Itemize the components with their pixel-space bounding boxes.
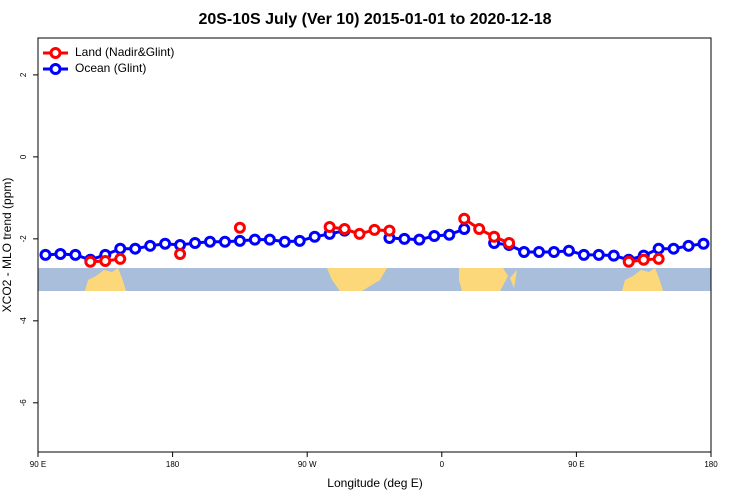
legend-marker	[49, 63, 62, 75]
land-shape	[459, 268, 517, 291]
point	[667, 242, 680, 255]
point	[562, 244, 575, 257]
y-tick-label: 0	[19, 154, 28, 159]
x-axis-label: Longitude (deg E)	[327, 476, 422, 490]
point	[278, 235, 291, 248]
point	[637, 253, 650, 266]
point	[174, 248, 187, 261]
land-shape	[622, 268, 663, 291]
point	[189, 236, 202, 249]
point	[473, 223, 486, 236]
y-tick-label: -6	[19, 399, 28, 407]
y-tick-label: -2	[19, 235, 28, 243]
point	[607, 249, 620, 262]
land-shape	[85, 268, 126, 291]
point	[323, 220, 336, 233]
point	[592, 248, 605, 261]
point	[114, 252, 127, 265]
y-tick-label: -4	[19, 317, 28, 325]
point	[577, 248, 590, 261]
point	[84, 255, 97, 268]
point	[682, 239, 695, 252]
point	[338, 223, 351, 236]
legend-label: Ocean (Glint)	[75, 61, 146, 75]
point	[39, 248, 52, 261]
x-tick-label: 180	[704, 460, 718, 469]
point	[263, 233, 276, 246]
point	[503, 236, 516, 249]
point	[547, 245, 560, 258]
point	[518, 245, 531, 258]
point	[218, 235, 231, 248]
point	[368, 223, 381, 236]
point	[622, 255, 635, 268]
point	[488, 230, 501, 243]
legend-label: Land (Nadir&Glint)	[75, 45, 174, 59]
x-tick-label: 180	[166, 460, 180, 469]
point	[114, 242, 127, 255]
x-tick-label: 90 W	[298, 460, 317, 469]
point	[69, 248, 82, 261]
point	[458, 223, 471, 236]
point	[533, 245, 546, 258]
point	[458, 212, 471, 225]
point	[443, 228, 456, 241]
point	[144, 239, 157, 252]
point	[413, 233, 426, 246]
point	[203, 235, 216, 248]
y-axis-label: XCO2 - MLO trend (ppm)	[0, 178, 14, 313]
x-tick-label: 0	[440, 460, 445, 469]
point	[248, 233, 261, 246]
point	[233, 234, 246, 247]
x-tick-label: 90 E	[30, 460, 46, 469]
point	[308, 230, 321, 243]
point	[54, 248, 67, 261]
point	[398, 232, 411, 245]
land-shape	[327, 268, 387, 291]
map-strip	[38, 268, 711, 291]
plot-frame	[37, 37, 712, 453]
point	[293, 234, 306, 247]
point	[159, 237, 172, 250]
point	[697, 237, 710, 250]
x-tick-label: 90 E	[568, 460, 584, 469]
point	[383, 224, 396, 237]
chart-title: 20S-10S July (Ver 10) 2015-01-01 to 2020…	[198, 11, 551, 28]
point	[99, 254, 112, 267]
legend-marker	[49, 47, 62, 59]
y-tick-label: 2	[19, 72, 28, 77]
point	[652, 252, 665, 265]
point	[428, 229, 441, 242]
point	[353, 227, 366, 240]
point	[652, 242, 665, 255]
point	[129, 242, 142, 255]
point	[233, 221, 246, 234]
